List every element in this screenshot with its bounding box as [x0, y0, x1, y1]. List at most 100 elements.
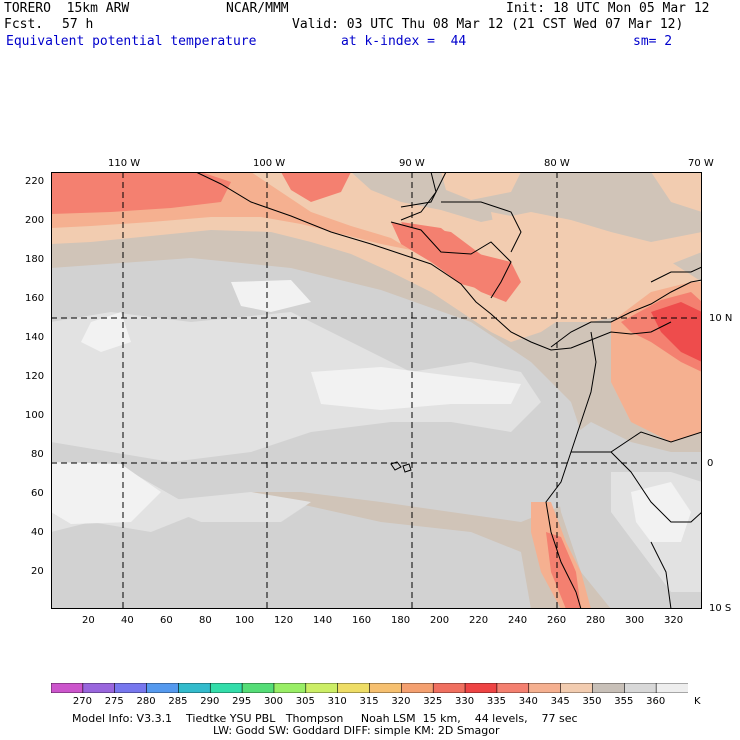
colorbar-label: 325	[423, 696, 443, 707]
field-band-white	[311, 367, 521, 410]
init-time: Init: 18 UTC Mon 05 Mar 12	[506, 1, 710, 16]
x-tick: 320	[664, 615, 684, 626]
colorbar-swatch	[337, 683, 371, 693]
colorbar-swatch	[273, 683, 307, 693]
colorbar-label: 270	[72, 696, 92, 707]
colorbar-label: 340	[518, 696, 538, 707]
colorbar-swatch	[82, 683, 116, 693]
colorbar-label: 310	[327, 696, 347, 707]
center-label: NCAR/MMM	[226, 1, 289, 16]
y-tick: 40	[31, 527, 44, 538]
field-band-white	[51, 462, 161, 524]
field-band-white	[81, 312, 131, 352]
colorbar-swatch	[592, 683, 626, 693]
coast-venezuela	[650, 266, 702, 283]
lon-label-70w: 70 W	[688, 158, 714, 169]
y-tick: 180	[25, 254, 45, 265]
x-tick: 80	[199, 615, 212, 626]
colorbar-label: 350	[582, 696, 602, 707]
colorbar-label: 295	[232, 696, 252, 707]
smoothing-label: sm= 2	[633, 34, 673, 49]
colorbar-swatch	[496, 683, 530, 693]
colorbar-swatch	[528, 683, 562, 693]
lat-label-10s: 10 S	[709, 603, 732, 614]
coast-yucatan	[400, 172, 447, 208]
colorbar-swatch	[178, 683, 212, 693]
colorbar-unit: K	[694, 696, 701, 707]
colorbar-label: 305	[295, 696, 315, 707]
y-tick: 80	[31, 449, 44, 460]
x-tick: 140	[313, 615, 333, 626]
lat-label-10n: 10 N	[709, 313, 733, 324]
field-band-warm-north	[281, 172, 351, 202]
graticule	[51, 172, 702, 609]
x-tick: 160	[352, 615, 372, 626]
x-tick: 260	[547, 615, 567, 626]
colorbar-label: 285	[168, 696, 188, 707]
x-tick: 220	[469, 615, 489, 626]
field-land-north	[651, 172, 702, 212]
colorbar-labels: 270 275 280 285 290 295 300 305 310 315 320 325 330 3…	[51, 696, 711, 708]
field-band-lighter	[51, 312, 541, 462]
lon-label-100w: 100 W	[253, 158, 286, 169]
colorbar-swatch	[241, 683, 275, 693]
coast-colombia-pacific	[545, 331, 597, 609]
forecast-label: Fcst.	[4, 17, 44, 32]
colorbar	[51, 683, 688, 693]
colorbar-label: 360	[646, 696, 666, 707]
x-tick: 40	[121, 615, 134, 626]
lon-label-90w: 90 W	[399, 158, 425, 169]
colorbar-label: 330	[455, 696, 475, 707]
colorbar-label: 320	[391, 696, 411, 707]
physics-info: LW: Godd SW: Goddard DIFF: simple KM: 2D…	[213, 724, 500, 737]
model-info: Model Info: V3.3.1 Tiedtke YSU PBL Thomp…	[72, 712, 578, 725]
colorbar-label: 280	[136, 696, 156, 707]
colorbar-swatch	[114, 683, 148, 693]
coastlines	[195, 172, 702, 609]
colorbar-swatch	[623, 683, 657, 693]
x-tick: 240	[508, 615, 528, 626]
field-central-america	[401, 222, 521, 302]
y-tick: 140	[25, 332, 45, 343]
colorbar-label: 275	[104, 696, 124, 707]
x-tick: 20	[82, 615, 95, 626]
map-frame	[51, 172, 702, 609]
field-name: Equivalent potential temperature	[6, 34, 257, 49]
colorbar-swatch	[369, 683, 403, 693]
valid-time: Valid: 03 UTC Thu 08 Mar 12 (21 CST Wed …	[292, 17, 684, 32]
colorbar-label: 300	[263, 696, 284, 707]
lat-label-0: 0	[707, 458, 714, 469]
y-tick: 100	[25, 410, 45, 421]
x-tick: 300	[625, 615, 645, 626]
x-tick: 200	[430, 615, 450, 626]
field-land-north	[441, 172, 521, 200]
colorbar-swatch	[209, 683, 243, 693]
y-tick: 160	[25, 293, 45, 304]
x-tick: 280	[586, 615, 606, 626]
colorbar-label: 315	[359, 696, 379, 707]
colorbar-swatch	[51, 683, 84, 693]
field-band-warm-north	[51, 172, 231, 214]
border-peru-brazil	[610, 451, 702, 523]
colorbar-swatch	[464, 683, 498, 693]
lon-label-110w: 110 W	[108, 158, 141, 169]
colorbar-swatch	[560, 683, 594, 693]
lon-label-80w: 80 W	[544, 158, 570, 169]
border-peru-bolivia	[650, 541, 672, 609]
colorbar-swatch	[305, 683, 339, 693]
y-tick: 220	[25, 176, 45, 187]
border-ca	[390, 221, 512, 299]
colorbar-label: 345	[550, 696, 570, 707]
field-land-north	[351, 172, 702, 242]
coast-caribbean	[441, 201, 522, 253]
coast-mexico	[195, 172, 672, 351]
y-tick: 120	[25, 371, 45, 382]
theta-e-map	[51, 172, 702, 609]
x-tick: 60	[160, 615, 173, 626]
y-tick: 60	[31, 488, 44, 499]
colorbar-swatch	[401, 683, 435, 693]
y-tick: 20	[31, 566, 44, 577]
colorbar-label: 290	[200, 696, 220, 707]
x-tick: 180	[391, 615, 411, 626]
field-peru-coast	[546, 532, 581, 609]
